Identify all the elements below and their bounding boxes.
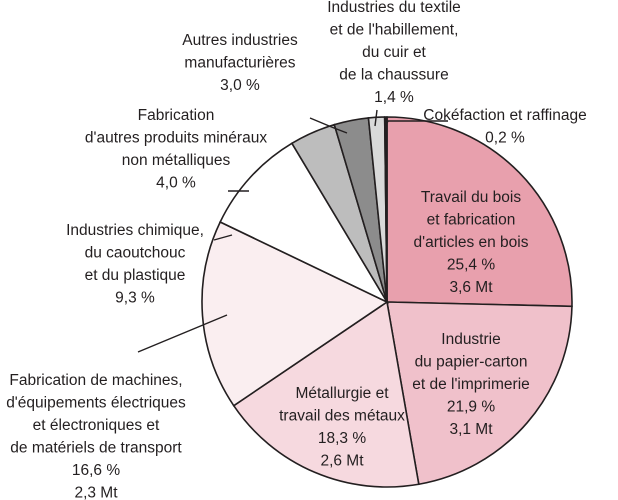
- slice-label-1: Travail du bois et fabrication d'articles …: [414, 189, 529, 296]
- slice-label-7: Autres industries manufacturières 3,0 %: [182, 32, 298, 94]
- slice-label-line: 16,6 %: [72, 462, 120, 479]
- slice-label-line: et de l'imprimerie: [412, 376, 530, 393]
- slice-label-line: du papier-carton: [415, 354, 528, 371]
- slice-label-line: d'articles en bois: [414, 234, 529, 251]
- slice-label-9: Cokéfaction et raffinage 0,2 %: [423, 107, 586, 147]
- leader-lines: [137, 109, 448, 353]
- slice-label-line: et électroniques et: [33, 417, 160, 434]
- slice-label-line: d'autres produits minéraux: [85, 130, 267, 147]
- leader-line-5: [213, 234, 233, 241]
- slice-label-line: 25,4 %: [447, 257, 495, 274]
- slice-label-line: Fabrication: [138, 107, 215, 124]
- slice-label-line: de la chaussure: [339, 67, 448, 84]
- slice-label-line: 4,0 %: [156, 175, 196, 192]
- slice-label-6: Fabrication d'autres produits minéraux non…: [85, 107, 267, 192]
- slice-label-line: Autres industries: [182, 32, 298, 49]
- slice-label-line: Cokéfaction et raffinage: [423, 107, 586, 124]
- slice-label-2: Industrie du papier-carton et de l'imprime…: [412, 331, 530, 438]
- leader-line-9: [385, 120, 448, 126]
- slice-label-line: 3,6 Mt: [449, 279, 493, 296]
- leader-line-8: [374, 109, 378, 127]
- pie-slice-1: [386, 116, 573, 308]
- leader-line-4: [137, 314, 228, 353]
- slice-label-5: Industries chimique, du caoutchouc et du p…: [66, 222, 204, 307]
- slice-label-line: du cuir et: [362, 44, 426, 61]
- slice-label-line: 2,3 Mt: [74, 485, 118, 500]
- slice-label-line: et de l'habillement,: [330, 22, 459, 39]
- slice-label-line: Industries du textile: [327, 0, 461, 16]
- pie-slice-4: [201, 220, 389, 407]
- slice-label-line: Métallurgie et: [295, 385, 389, 402]
- slice-label-line: manufacturières: [184, 55, 295, 72]
- pie-slice-3: [232, 300, 420, 488]
- slice-label-line: 21,9 %: [447, 399, 495, 416]
- slice-label-line: Industries chimique,: [66, 222, 204, 239]
- pie-slice-5: [219, 142, 390, 304]
- slice-label-line: travail des métaux: [279, 408, 405, 425]
- slice-label-line: 18,3 %: [318, 430, 366, 447]
- slice-label-line: Industrie: [441, 331, 500, 348]
- leader-line-7: [309, 117, 348, 134]
- slice-label-line: 3,1 Mt: [449, 421, 493, 438]
- slice-label-line: de matériels de transport: [10, 440, 182, 457]
- slice-labels: Travail du bois et fabrication d'articles …: [6, 0, 587, 500]
- slice-label-line: 1,4 %: [374, 89, 414, 106]
- pie-slices: [201, 116, 573, 488]
- slice-label-line: Fabrication de machines,: [9, 372, 182, 389]
- slice-label-line: 0,2 %: [485, 130, 525, 147]
- slice-label-line: et fabrication: [427, 212, 516, 229]
- slice-label-line: d'équipements électriques: [6, 395, 186, 412]
- slice-label-3: Métallurgie et travail des métaux 18,3 % 2,…: [279, 385, 405, 470]
- slice-label-line: et du plastique: [85, 267, 186, 284]
- slice-label-line: 9,3 %: [115, 290, 155, 307]
- pie-slice-2: [386, 301, 573, 486]
- slice-label-4: Fabrication de machines, d'équipements él…: [6, 372, 186, 500]
- slice-label-line: 2,6 Mt: [320, 453, 364, 470]
- pie-slice-9: [383, 116, 388, 303]
- slice-label-line: 3,0 %: [220, 77, 260, 94]
- slice-label-line: du caoutchouc: [85, 245, 186, 262]
- slice-label-line: non métalliques: [122, 152, 231, 169]
- slice-label-8: Industries du textile et de l'habillement…: [327, 0, 461, 106]
- slice-label-line: Travail du bois: [421, 189, 521, 206]
